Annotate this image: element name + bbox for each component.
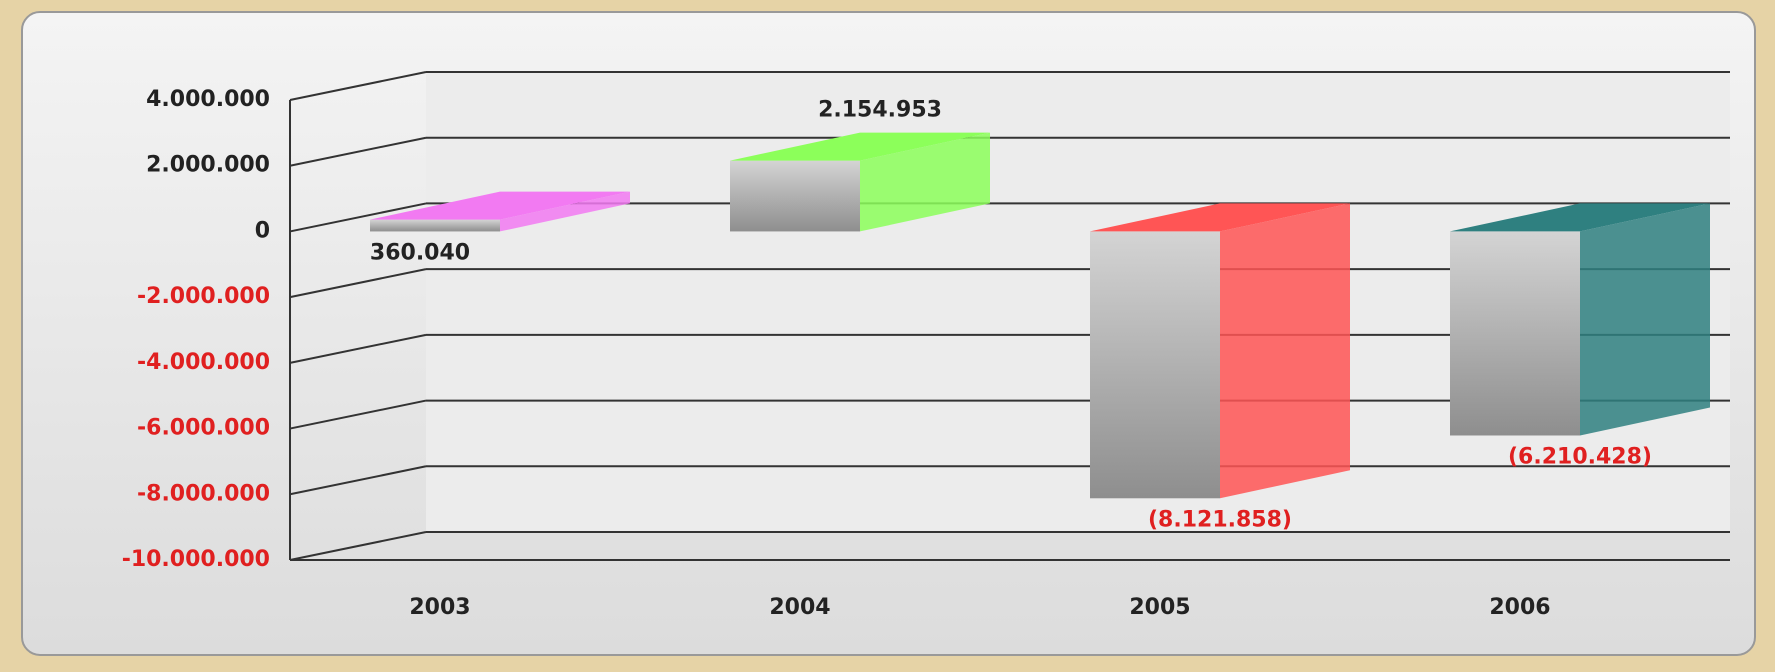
bar-front [1450,231,1580,436]
y-tick-label: -8.000.000 [137,481,270,506]
x-tick-label: 2003 [409,595,470,620]
bar-front [1090,231,1220,499]
grid-line [289,202,427,233]
x-tick-label: 2005 [1129,595,1190,620]
bar-side [1220,203,1350,499]
bar-front [730,160,860,232]
y-tick-label: -4.000.000 [137,350,270,375]
x-tick-label: 2004 [769,595,830,620]
value-label: 2.154.953 [818,98,942,123]
bar-top [370,191,630,220]
value-label: 360.040 [370,240,470,265]
grid-line [289,136,427,167]
x-tick-label: 2006 [1489,595,1550,620]
bar-top [730,132,990,161]
y-tick-label: 4.000.000 [146,87,270,112]
grid-line [289,465,427,496]
y-tick-label: 2.000.000 [146,153,270,178]
bar-front [370,219,500,232]
grid-line [289,399,427,430]
grid-line [289,531,427,561]
bar-top [1450,203,1710,232]
y-tick-label: 0 [255,218,270,243]
y-tick-label: -10.000.000 [122,547,270,572]
bar-side [860,132,990,232]
grid-line [289,268,427,299]
value-label: (8.121.858) [1148,507,1292,532]
bar-side [500,191,630,232]
grid-line [289,333,427,364]
bar-side [1580,203,1710,436]
y-tick-label: -2.000.000 [137,284,270,309]
grid-line [289,71,427,101]
value-label: (6.210.428) [1508,444,1652,469]
bar-top [1090,203,1350,232]
y-tick-label: -6.000.000 [137,416,270,441]
